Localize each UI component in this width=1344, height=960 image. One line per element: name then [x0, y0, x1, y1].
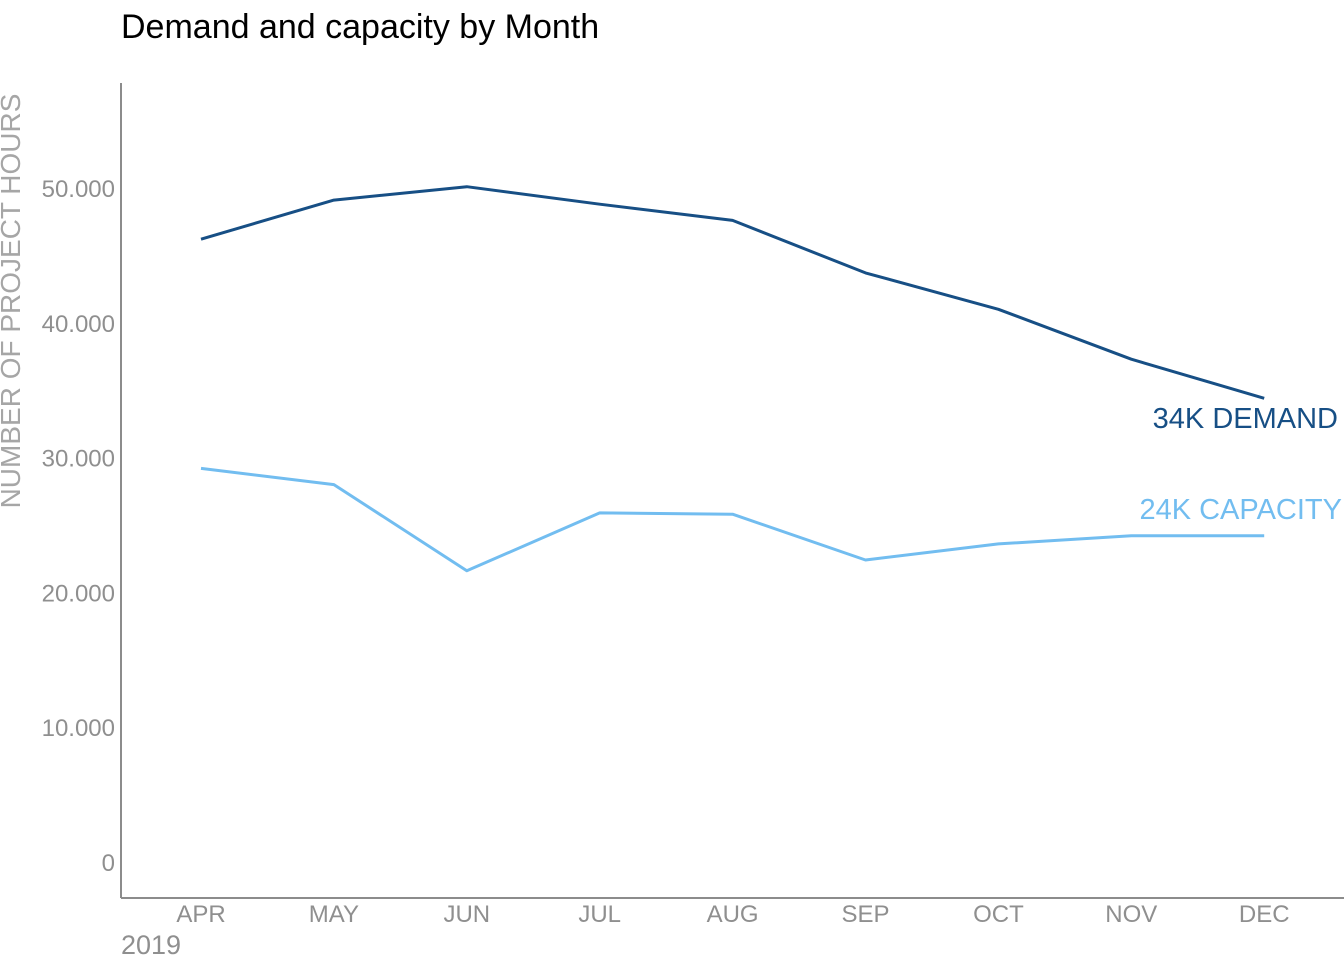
- chart-title: Demand and capacity by Month: [121, 8, 600, 46]
- series-line-capacity: [200, 466, 1265, 573]
- x-tick-labels: APR MAY JUN JUL AUG SEP OCT NOV DEC: [176, 901, 1289, 928]
- x-group-label: 2019: [121, 930, 181, 960]
- x-tick-label: JUL: [578, 901, 621, 928]
- x-tick-label: DEC: [1239, 901, 1290, 928]
- x-tick-label: APR: [176, 901, 225, 928]
- y-tick-label: 30.000: [42, 446, 115, 473]
- series-line-demand: [200, 185, 1265, 400]
- x-tick-label: SEP: [841, 901, 889, 928]
- y-axis-label: NUMBER OF PROJECT HOURS: [0, 94, 26, 509]
- series-labels: 34K DEMAND 24K CAPACITY: [1139, 403, 1342, 526]
- x-tick-label: JUN: [443, 901, 490, 928]
- series-end-label-capacity: 24K CAPACITY: [1139, 494, 1342, 526]
- x-tick-label: MAY: [309, 901, 359, 928]
- x-tick-label: NOV: [1105, 901, 1157, 928]
- series-lines: [200, 185, 1265, 573]
- axes: [120, 83, 1344, 899]
- y-tick-label: 20.000: [42, 580, 115, 607]
- y-tick-label: 10.000: [42, 715, 115, 742]
- x-tick-label: AUG: [707, 901, 759, 928]
- y-tick-label: 40.000: [42, 311, 115, 338]
- y-tick-label: 0: [102, 850, 115, 877]
- x-tick-label: OCT: [973, 901, 1024, 928]
- y-tick-label: 50.000: [42, 176, 115, 203]
- y-tick-labels: 0 10.000 20.000 30.000 40.000 50.000: [42, 176, 115, 877]
- series-end-label-demand: 34K DEMAND: [1153, 403, 1338, 435]
